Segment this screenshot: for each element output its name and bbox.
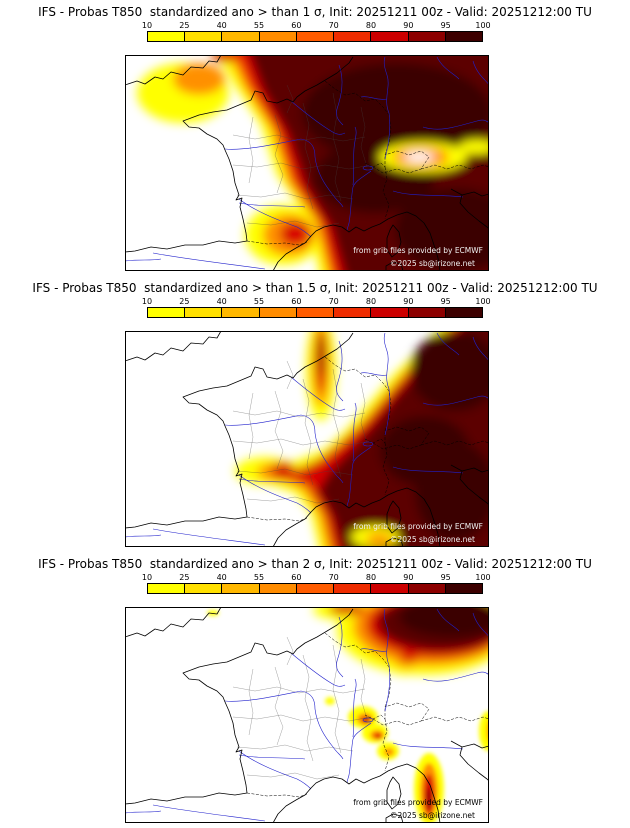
colorbar-segment <box>258 584 296 593</box>
copyright-text: ©2025 sb@irizone.net <box>390 811 475 820</box>
map-border <box>125 331 489 547</box>
colorbar-tick-label: 70 <box>328 297 339 306</box>
colorbar-segment <box>295 584 334 593</box>
colorbar-tick-label: 55 <box>253 21 265 30</box>
copyright-text: ©2025 sb@irizone.net <box>390 259 475 268</box>
credit-text: from grib files provided by ECMWF <box>353 522 483 531</box>
colorbar-segment <box>370 308 408 317</box>
copyright-text: ©2025 sb@irizone.net <box>390 535 475 544</box>
map-svg <box>125 331 489 547</box>
probability-field <box>207 607 489 823</box>
colorbar-segment <box>295 32 334 41</box>
colorbar-segment <box>148 584 185 593</box>
colorbar: 10 25 40 55 60 70 80 90 95 100 <box>142 297 491 318</box>
colorbar-segment <box>221 308 259 317</box>
colorbar-tick-label: 95 <box>440 573 451 582</box>
panel-title: IFS - Probas T850 standardized ano > tha… <box>32 281 598 295</box>
colorbar-bar <box>147 583 483 594</box>
colorbar-segment <box>407 32 445 41</box>
map-sigma-2: from grib files provided by ECMWF ©2025 … <box>125 607 489 823</box>
map-sigma-1-5: from grib files provided by ECMWF ©2025 … <box>125 331 489 547</box>
credit-text: from grib files provided by ECMWF <box>353 246 483 255</box>
colorbar-tick-label: 10 <box>141 21 153 30</box>
colorbar-tick-label: 100 <box>475 573 491 582</box>
colorbar-segment <box>407 584 445 593</box>
colorbar-segment <box>184 308 222 317</box>
colorbar-tick-label: 40 <box>216 21 227 30</box>
colorbar-segment <box>444 584 482 593</box>
colorbar-segment <box>333 584 371 593</box>
colorbar-tick-label: 70 <box>328 21 339 30</box>
colorbar-segment <box>184 584 222 593</box>
colorbar-bar <box>147 31 483 42</box>
colorbar-segment <box>370 584 408 593</box>
colorbar: 10 25 40 55 60 70 80 90 95 100 <box>142 573 491 594</box>
colorbar: 10 25 40 55 60 70 80 90 95 100 <box>142 21 491 42</box>
colorbar-tick-label: 60 <box>291 573 302 582</box>
colorbar-tick-label: 95 <box>440 21 451 30</box>
colorbar-segment <box>221 32 259 41</box>
map-border <box>125 607 489 823</box>
colorbar-tick-label: 100 <box>475 297 491 306</box>
colorbar-segment <box>148 308 185 317</box>
colorbar-tick-label: 10 <box>141 573 153 582</box>
panel-title: IFS - Probas T850 standardized ano > tha… <box>38 5 592 19</box>
colorbar-segment <box>295 308 334 317</box>
colorbar-tick-label: 80 <box>365 21 377 30</box>
map-border <box>125 55 489 271</box>
colorbar-segment <box>370 32 408 41</box>
colorbar-tick-label: 60 <box>291 297 302 306</box>
colorbar-tick-label: 90 <box>403 297 414 306</box>
colorbar-segment <box>444 32 482 41</box>
colorbar-tick-label: 10 <box>141 297 153 306</box>
map-svg <box>125 607 489 823</box>
map-sigma-1: from grib files provided by ECMWF ©2025 … <box>125 55 489 271</box>
colorbar-tick-label: 60 <box>291 21 302 30</box>
colorbar-tick-label: 55 <box>253 573 265 582</box>
colorbar-segment <box>444 308 482 317</box>
probability-field <box>137 55 489 271</box>
colorbar-segment <box>258 32 296 41</box>
colorbar-tick-label: 90 <box>403 573 414 582</box>
colorbar-tick-label: 25 <box>179 21 190 30</box>
panel-sigma-1-5: IFS - Probas T850 standardized ano > tha… <box>0 276 630 552</box>
colorbar-tick-label: 40 <box>216 573 227 582</box>
colorbar-tick-label: 40 <box>216 297 227 306</box>
colorbar-tick-label: 25 <box>179 297 190 306</box>
colorbar-segment <box>333 32 371 41</box>
panel-sigma-2: IFS - Probas T850 standardized ano > tha… <box>0 552 630 828</box>
colorbar-segment <box>184 32 222 41</box>
colorbar-segment <box>221 584 259 593</box>
colorbar-tick-label: 80 <box>365 573 377 582</box>
colorbar-tick-label: 70 <box>328 573 339 582</box>
colorbar-labels: 10 25 40 55 60 70 80 90 95 100 <box>142 573 491 583</box>
colorbar-segment <box>333 308 371 317</box>
panel-title: IFS - Probas T850 standardized ano > tha… <box>38 557 592 571</box>
colorbar-labels: 10 25 40 55 60 70 80 90 95 100 <box>142 297 491 307</box>
map-svg <box>125 55 489 271</box>
colorbar-tick-label: 80 <box>365 297 377 306</box>
colorbar-segment <box>407 308 445 317</box>
credit-text: from grib files provided by ECMWF <box>353 798 483 807</box>
colorbar-tick-label: 55 <box>253 297 265 306</box>
colorbar-segment <box>258 308 296 317</box>
probability-field <box>235 331 489 547</box>
colorbar-tick-label: 90 <box>403 21 414 30</box>
colorbar-segment <box>148 32 185 41</box>
colorbar-tick-label: 100 <box>475 21 491 30</box>
colorbar-labels: 10 25 40 55 60 70 80 90 95 100 <box>142 21 491 31</box>
colorbar-tick-label: 95 <box>440 297 451 306</box>
colorbar-bar <box>147 307 483 318</box>
colorbar-tick-label: 25 <box>179 573 190 582</box>
panel-sigma-1: IFS - Probas T850 standardized ano > tha… <box>0 0 630 276</box>
